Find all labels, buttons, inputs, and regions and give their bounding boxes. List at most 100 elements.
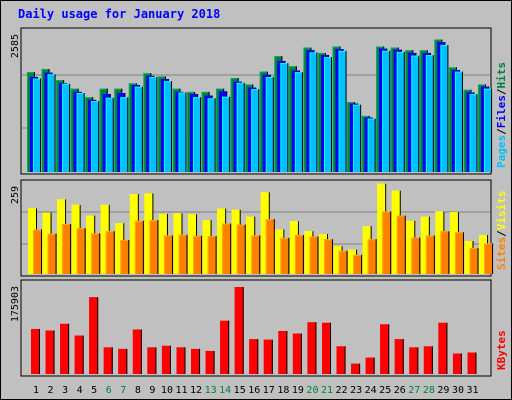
bar-pages-day-24 [367,118,376,172]
bar-sites-day-3 [62,223,72,274]
x-tick-label: 23 [350,385,362,396]
bar-pages-day-27 [411,55,420,172]
bar-pages-day-19 [294,72,303,172]
bar-kbytes-day-25 [380,324,390,374]
bar-kbytes-day-18 [278,331,288,374]
x-tick-label: 14 [219,385,231,396]
x-tick-label: 11 [175,385,187,396]
bar-kbytes-day-16 [249,339,259,374]
bar-pages-day-13 [207,98,216,172]
bar-kbytes-day-3 [60,323,70,374]
bar-kbytes-day-20 [307,322,317,374]
x-tick-label: 30 [452,385,464,396]
bar-sites-day-27 [411,237,421,274]
legend-entry-hits: Hits [495,62,508,89]
legend-entry-files: Files [495,95,508,128]
bar-pages-day-16 [251,89,260,172]
bar-sites-day-31 [469,247,479,274]
x-tick-label: 29 [437,385,449,396]
x-tick-label: 16 [248,385,260,396]
bar-kbytes-day-14 [220,320,230,374]
x-tick-label: 24 [365,385,377,396]
bar-pages-day-3 [62,83,71,172]
bar-pages-day-26 [396,51,405,173]
legend-1: Sites/Visits [495,191,508,271]
x-tick-label: 12 [190,385,202,396]
bar-sites-day-32 [484,243,494,274]
bar-sites-day-23 [353,254,363,274]
bar-pages-day-1 [33,78,41,172]
bar-sites-day-5 [91,233,101,274]
x-tick-label: 3 [62,385,68,396]
bar-kbytes-day-2 [45,330,55,374]
x-tick-label: 22 [336,385,348,396]
bar-sites-day-20 [309,236,319,274]
bar-kbytes-day-19 [292,333,302,374]
bar-kbytes-day-5 [89,297,99,374]
ymax-label-visits: 259 [10,186,21,204]
bar-kbytes-day-26 [394,339,404,374]
bar-sites-day-14 [222,223,232,274]
x-tick-label: 21 [321,385,333,396]
bar-pages-day-15 [236,82,245,172]
bar-pages-day-11 [178,92,187,172]
x-tick-label: 25 [379,385,391,396]
bar-sites-day-1 [33,229,42,274]
legend-entry-visits: Visits [495,191,508,231]
bar-kbytes-day-9 [147,347,157,374]
bar-kbytes-day-15 [234,287,244,374]
x-tick-label: 7 [120,385,126,396]
bar-pages-day-5 [91,100,100,172]
bar-sites-day-9 [149,220,159,274]
x-tick-label: 9 [149,385,155,396]
bar-pages-day-10 [163,81,172,172]
x-tick-label: 15 [234,385,246,396]
bar-sites-day-4 [76,228,86,274]
bar-sites-day-6 [105,231,115,274]
x-tick-label: 1 [33,385,39,396]
bar-kbytes-day-28 [423,346,433,374]
legend-2: KBytes [495,330,508,370]
bar-kbytes-day-6 [103,347,113,374]
bar-sites-day-17 [265,219,275,274]
bar-kbytes-day-17 [263,339,273,374]
bar-sites-day-29 [440,231,450,274]
x-tick-label: 5 [91,385,97,396]
bar-kbytes-day-10 [161,345,171,374]
bar-kbytes-day-13 [205,350,215,374]
bar-sites-day-13 [207,236,217,274]
bar-sites-day-8 [134,220,144,274]
bar-sites-day-18 [280,237,290,274]
legend-0: Pages/Files/Hits [495,62,508,168]
bar-pages-day-2 [47,74,56,172]
x-tick-label: 20 [306,385,318,396]
bar-pages-day-32 [484,88,493,172]
bar-pages-day-20 [309,52,318,172]
bar-kbytes-day-23 [351,363,361,374]
x-tick-label: 4 [77,385,83,396]
bar-kbytes-day-12 [191,348,201,374]
bar-pages-day-7 [120,97,129,172]
bar-pages-day-14 [222,96,231,172]
x-tick-label: 10 [161,385,173,396]
bar-pages-day-9 [149,76,158,172]
x-tick-label: 19 [292,385,304,396]
bar-sites-day-2 [47,233,57,274]
x-tick-label: 31 [466,385,478,396]
x-tick-label: 6 [106,385,112,396]
bar-kbytes-day-8 [132,329,142,374]
bar-sites-day-26 [396,215,406,274]
bar-kbytes-day-27 [409,347,419,374]
bar-sites-day-16 [251,235,261,274]
x-tick-label: 8 [135,385,141,396]
x-tick-label: 28 [423,385,435,396]
bar-pages-day-8 [134,86,143,172]
bar-kbytes-day-7 [118,348,128,374]
bar-pages-day-28 [425,55,434,173]
bar-pages-day-18 [280,63,289,173]
bar-kbytes-day-30 [452,353,462,374]
x-tick-label: 27 [408,385,420,396]
bar-sites-day-28 [425,235,435,274]
x-tick-label: 26 [394,385,406,396]
